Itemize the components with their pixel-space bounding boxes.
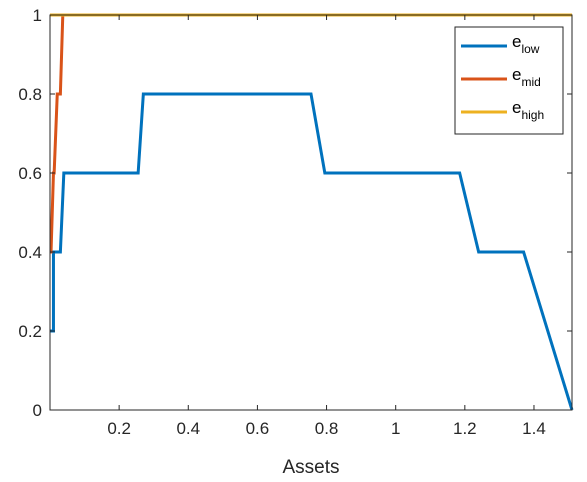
legend-label-high: ehigh — [512, 98, 544, 122]
y-tick-label: 0.2 — [18, 322, 42, 341]
axes-layer — [49, 14, 573, 411]
x-tick-label: 1 — [391, 419, 400, 438]
legend: elow emid ehigh — [454, 26, 564, 135]
x-tick-label: 1.2 — [453, 419, 477, 438]
x-axis-label: Assets — [282, 457, 339, 478]
x-tick-label: 0.4 — [176, 419, 200, 438]
axes-box — [49, 14, 573, 411]
y-tick-label: 0.6 — [18, 164, 42, 183]
legend-label-mid: emid — [512, 65, 541, 89]
series-line-mid — [49, 13, 65, 254]
x-tick-label: 0.6 — [246, 419, 270, 438]
x-tick-label: 0.2 — [107, 419, 131, 438]
x-tick-label: 0.8 — [315, 419, 339, 438]
ticks-layer: 0.2 0.4 0.6 0.8 1 1.2 1.4 0 0.2 0.4 0.6 0.8 1 — [18, 6, 572, 438]
legend-label-low: elow — [512, 32, 540, 56]
x-tick-label: 1.4 — [522, 419, 546, 438]
y-tick-label: 0.4 — [18, 243, 42, 262]
y-tick-label: 0 — [33, 401, 42, 420]
y-tick-label: 1 — [33, 6, 42, 25]
y-tick-label: 0.8 — [18, 85, 42, 104]
